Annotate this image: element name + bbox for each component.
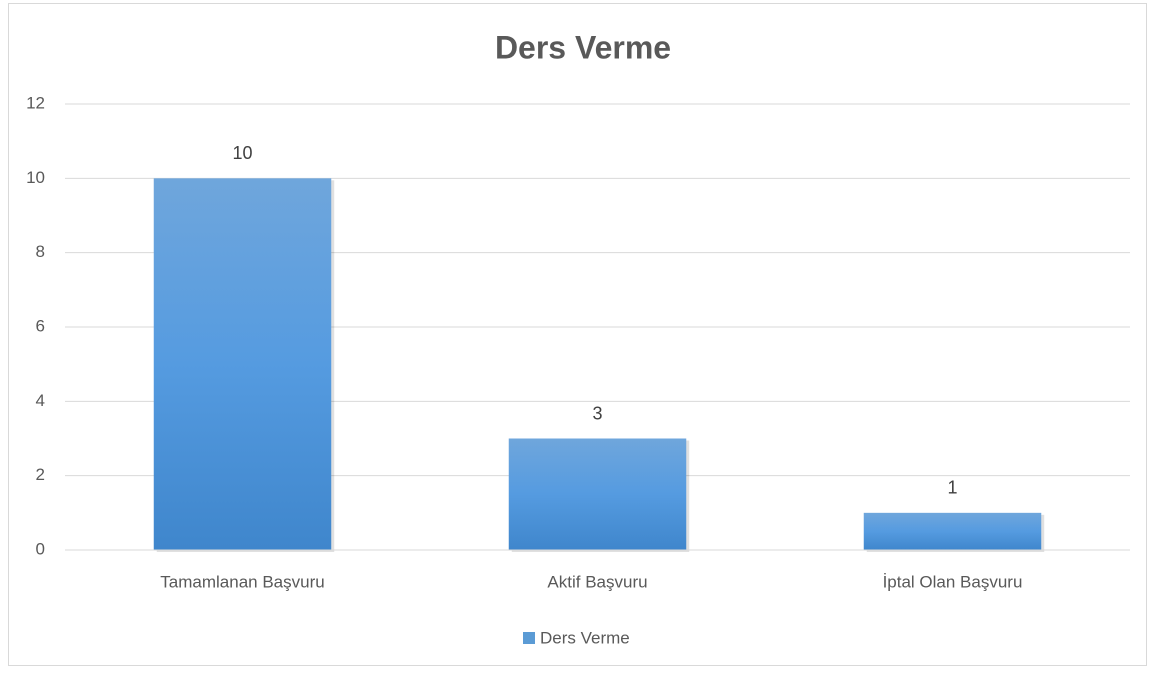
- y-tick-label: 4: [36, 391, 45, 410]
- y-tick-label: 12: [26, 93, 45, 112]
- data-label: 3: [592, 403, 602, 423]
- data-label: 10: [232, 143, 252, 163]
- y-tick-label: 2: [36, 465, 45, 484]
- legend-swatch: [523, 632, 535, 644]
- bar: [153, 178, 332, 551]
- bar: [508, 438, 687, 550]
- x-tick-label: İptal Olan Başvuru: [883, 572, 1023, 591]
- x-tick-label: Tamamlanan Başvuru: [160, 572, 324, 591]
- y-tick-label: 8: [36, 242, 45, 261]
- y-tick-label: 0: [36, 539, 45, 558]
- y-tick-label: 10: [26, 168, 45, 187]
- data-label: 1: [947, 478, 957, 498]
- chart-title: Ders Verme: [495, 29, 671, 65]
- y-tick-label: 6: [36, 316, 45, 335]
- bar: [863, 512, 1042, 550]
- x-tick-label: Aktif Başvuru: [547, 572, 647, 591]
- legend-label: Ders Verme: [540, 628, 630, 647]
